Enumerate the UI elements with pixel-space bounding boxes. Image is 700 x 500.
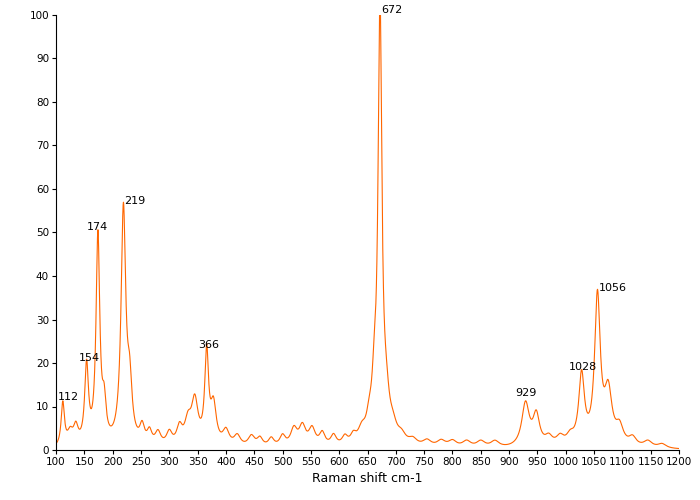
X-axis label: Raman shift cm-1: Raman shift cm-1 bbox=[312, 472, 423, 486]
Text: 1056: 1056 bbox=[599, 284, 627, 294]
Text: 366: 366 bbox=[198, 340, 219, 350]
Text: 112: 112 bbox=[58, 392, 79, 402]
Text: 672: 672 bbox=[382, 5, 403, 15]
Text: 154: 154 bbox=[78, 353, 100, 363]
Text: 1028: 1028 bbox=[569, 362, 597, 372]
Text: 929: 929 bbox=[515, 388, 537, 398]
Text: 174: 174 bbox=[87, 222, 108, 232]
Text: 219: 219 bbox=[125, 196, 146, 206]
